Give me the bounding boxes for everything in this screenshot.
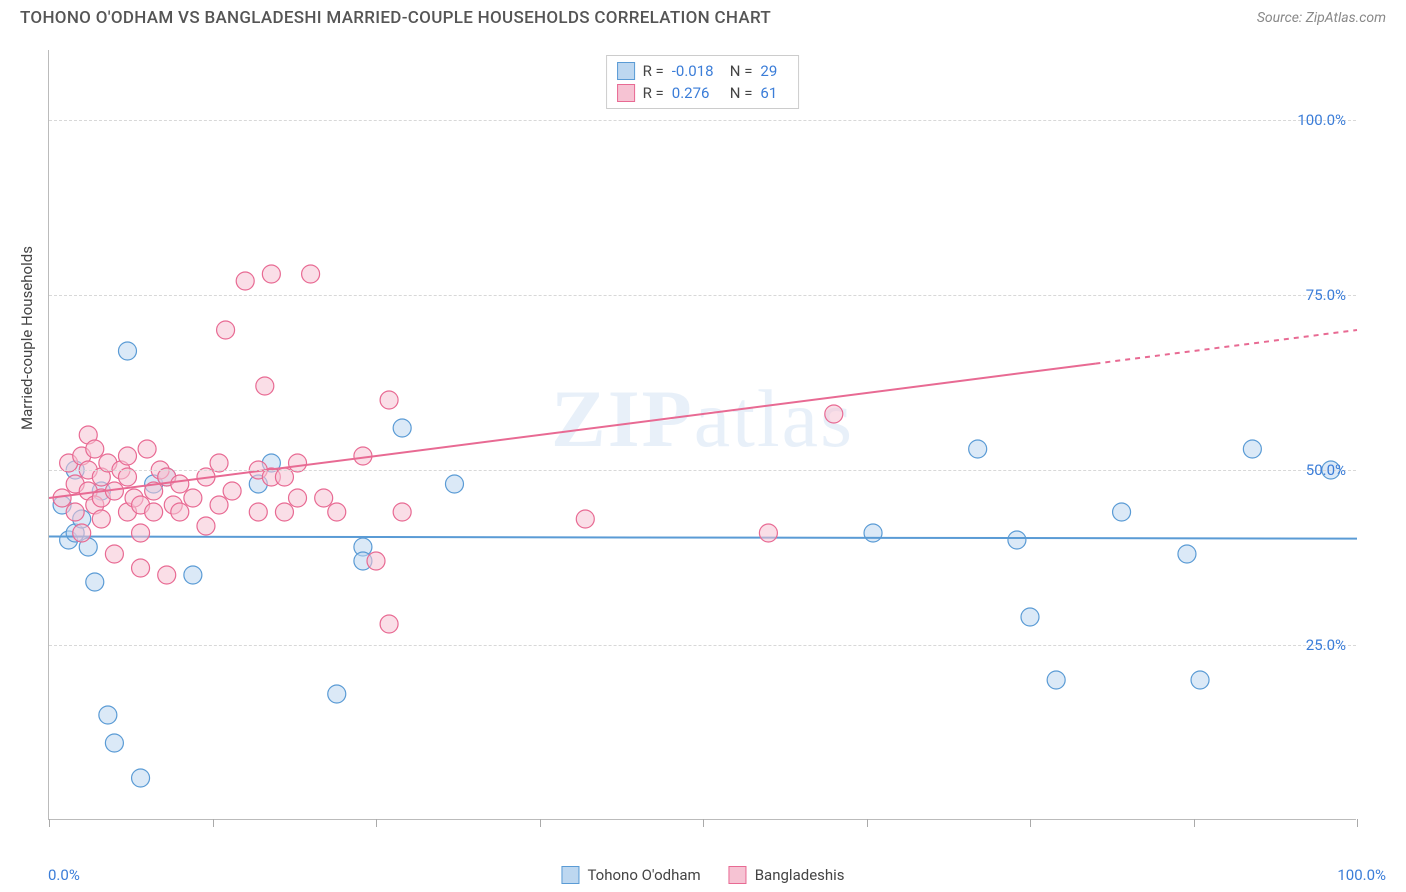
- data-point: [1113, 503, 1131, 521]
- legend-series-item: Bangladeshis: [729, 866, 845, 884]
- r-label: R =: [643, 84, 664, 102]
- data-point: [445, 475, 463, 493]
- legend-swatch: [617, 84, 635, 102]
- data-point: [328, 503, 346, 521]
- data-point: [132, 769, 150, 787]
- x-tick: [1194, 819, 1195, 827]
- data-point: [184, 566, 202, 584]
- scatter-svg: [49, 50, 1356, 819]
- data-point: [158, 566, 176, 584]
- data-point: [223, 482, 241, 500]
- data-point: [66, 503, 84, 521]
- data-point: [171, 475, 189, 493]
- y-tick-label: 25.0%: [1306, 636, 1346, 654]
- data-point: [1008, 531, 1026, 549]
- legend-series-label: Tohono O'odham: [587, 866, 700, 884]
- chart-title: TOHONO O'ODHAM VS BANGLADESHI MARRIED-CO…: [20, 8, 771, 28]
- trend-line: [49, 364, 1095, 498]
- legend-swatch: [561, 866, 579, 884]
- data-point: [302, 265, 320, 283]
- data-point: [759, 524, 777, 542]
- data-point: [73, 524, 91, 542]
- x-tick: [703, 819, 704, 827]
- y-axis-label: Married-couple Households: [18, 246, 36, 430]
- data-point: [328, 685, 346, 703]
- r-value: 0.276: [672, 84, 722, 102]
- n-value: 61: [760, 84, 788, 102]
- x-tick: [376, 819, 377, 827]
- source-attribution: Source: ZipAtlas.com: [1257, 10, 1386, 26]
- data-point: [171, 503, 189, 521]
- data-point: [380, 391, 398, 409]
- legend-series-label: Bangladeshis: [755, 866, 845, 884]
- data-point: [92, 510, 110, 528]
- data-point: [86, 573, 104, 591]
- data-point: [1047, 671, 1065, 689]
- data-point: [969, 440, 987, 458]
- legend-swatch: [617, 62, 635, 80]
- data-point: [118, 342, 136, 360]
- data-point: [249, 503, 267, 521]
- data-point: [825, 405, 843, 423]
- data-point: [132, 559, 150, 577]
- data-point: [289, 489, 307, 507]
- data-point: [1021, 608, 1039, 626]
- data-point: [864, 524, 882, 542]
- x-axis-max-label: 100.0%: [1337, 866, 1386, 884]
- data-point: [315, 489, 333, 507]
- data-point: [105, 545, 123, 563]
- legend-series-item: Tohono O'odham: [561, 866, 700, 884]
- data-point: [1178, 545, 1196, 563]
- data-point: [132, 524, 150, 542]
- x-tick: [540, 819, 541, 827]
- x-axis-min-label: 0.0%: [48, 866, 80, 884]
- x-tick: [1357, 819, 1358, 827]
- trend-line: [49, 537, 1357, 539]
- data-point: [118, 447, 136, 465]
- x-tick: [49, 819, 50, 827]
- data-point: [86, 440, 104, 458]
- x-tick: [867, 819, 868, 827]
- data-point: [393, 503, 411, 521]
- x-tick: [213, 819, 214, 827]
- data-point: [145, 503, 163, 521]
- gridline: [49, 645, 1356, 646]
- legend-stats-box: R = -0.018 N = 29 R = 0.276 N = 61: [606, 55, 800, 109]
- data-point: [367, 552, 385, 570]
- data-point: [197, 517, 215, 535]
- n-label: N =: [730, 84, 753, 102]
- data-point: [184, 489, 202, 507]
- gridline: [49, 295, 1356, 296]
- data-point: [380, 615, 398, 633]
- legend-stat-row: R = -0.018 N = 29: [617, 60, 789, 82]
- y-tick-label: 75.0%: [1306, 286, 1346, 304]
- y-tick-label: 50.0%: [1306, 461, 1346, 479]
- data-point: [210, 496, 228, 514]
- r-value: -0.018: [672, 62, 722, 80]
- legend-series: Tohono O'odham Bangladeshis: [561, 866, 844, 884]
- legend-stat-row: R = 0.276 N = 61: [617, 82, 789, 104]
- data-point: [1191, 671, 1209, 689]
- gridline: [49, 470, 1356, 471]
- gridline: [49, 120, 1356, 121]
- r-label: R =: [643, 62, 664, 80]
- data-point: [1243, 440, 1261, 458]
- x-tick: [1030, 819, 1031, 827]
- data-point: [236, 272, 254, 290]
- legend-swatch: [729, 866, 747, 884]
- data-point: [105, 734, 123, 752]
- y-tick-label: 100.0%: [1297, 111, 1346, 129]
- chart-plot-area: ZIPatlas R =-0.018N =29R =0.276N =61 25.…: [48, 50, 1356, 820]
- data-point: [576, 510, 594, 528]
- data-point: [217, 321, 235, 339]
- data-point: [275, 503, 293, 521]
- data-point: [99, 706, 117, 724]
- data-point: [138, 440, 156, 458]
- data-point: [393, 419, 411, 437]
- trend-line-dashed: [1095, 330, 1357, 364]
- data-point: [262, 265, 280, 283]
- n-value: 29: [760, 62, 788, 80]
- n-label: N =: [730, 62, 753, 80]
- data-point: [256, 377, 274, 395]
